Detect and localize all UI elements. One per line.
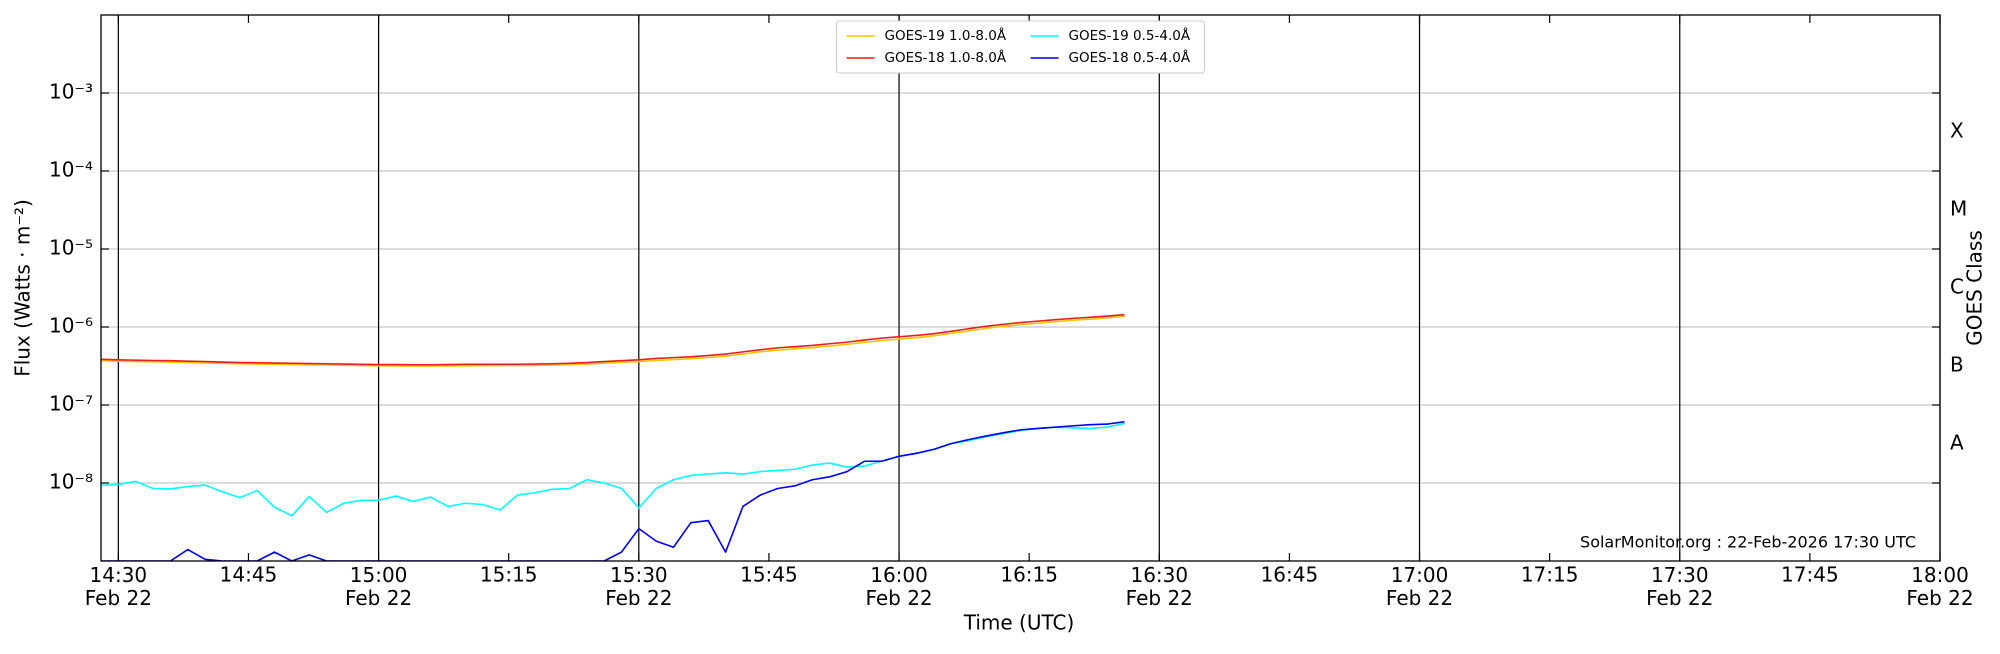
x-tick-label: 14:30 Feb 22 xyxy=(85,563,152,610)
x-tick-label: 15:15 xyxy=(480,563,538,587)
goes-class-label: X xyxy=(1950,119,1964,143)
ticks: 10⁻⁸ 10⁻⁷ 10⁻⁶ 10⁻⁵ 10⁻⁴ 10⁻³ 14:30 Feb 22 14:45… xyxy=(49,15,1974,610)
x-tick-label: 14:45 xyxy=(220,563,278,587)
y-tick-label: 10⁻⁷ xyxy=(49,392,93,416)
x-axis-title: Time (UTC) xyxy=(963,611,1075,635)
legend: GOES-19 1.0-8.0Å GOES-18 1.0-8.0Å GOES-19 … xyxy=(836,20,1205,74)
series-line xyxy=(101,315,1125,367)
y-tick-label: 10⁻⁶ xyxy=(49,314,93,338)
y2-axis-title: GOES Class xyxy=(1963,230,1987,346)
legend-label: GOES-18 1.0-8.0Å xyxy=(885,49,1007,66)
x-tick-label: 15:45 xyxy=(740,563,798,587)
x-tick-label: 17:30 Feb 22 xyxy=(1646,563,1713,610)
x-tick-label: 17:15 xyxy=(1521,563,1579,587)
y-tick-label: 10⁻⁸ xyxy=(49,470,93,494)
x-tick-label: 16:30 Feb 22 xyxy=(1126,563,1193,610)
legend-label: GOES-19 1.0-8.0Å xyxy=(885,27,1007,44)
y-axis-title: Flux (Watts · m⁻²) xyxy=(11,199,35,377)
legend-label: GOES-19 0.5-4.0Å xyxy=(1069,27,1191,44)
legend-box xyxy=(836,20,1205,74)
legend-label: GOES-18 0.5-4.0Å xyxy=(1069,49,1191,66)
plot-frame xyxy=(100,14,1941,562)
goes-class-label: C xyxy=(1950,275,1964,299)
series-line xyxy=(101,313,1125,366)
y-tick-label: 10⁻⁵ xyxy=(49,236,93,260)
goes-class-label: M xyxy=(1950,197,1967,221)
x-tick-label: 17:45 xyxy=(1781,563,1839,587)
x-tick-label: 15:30 Feb 22 xyxy=(605,563,672,610)
annotation: SolarMonitor.org : 22-Feb-2026 17:30 UTC xyxy=(1580,533,1916,552)
x-tick-label: 18:00 Feb 22 xyxy=(1906,563,1973,610)
goes-class-label: A xyxy=(1950,431,1964,455)
plot-lines xyxy=(101,313,1125,561)
x-tick-label: 16:15 xyxy=(1000,563,1058,587)
series-line xyxy=(101,420,1125,561)
x-tick-label: 17:00 Feb 22 xyxy=(1386,563,1453,610)
x-tick-label: 16:45 xyxy=(1261,563,1319,587)
grid xyxy=(101,15,1941,561)
y-tick-label: 10⁻³ xyxy=(49,80,93,104)
goes-class-label: B xyxy=(1950,353,1964,377)
x-tick-label: 15:00 Feb 22 xyxy=(345,563,412,610)
x-tick-label: 16:00 Feb 22 xyxy=(865,563,932,610)
y-tick-label: 10⁻⁴ xyxy=(49,158,93,182)
